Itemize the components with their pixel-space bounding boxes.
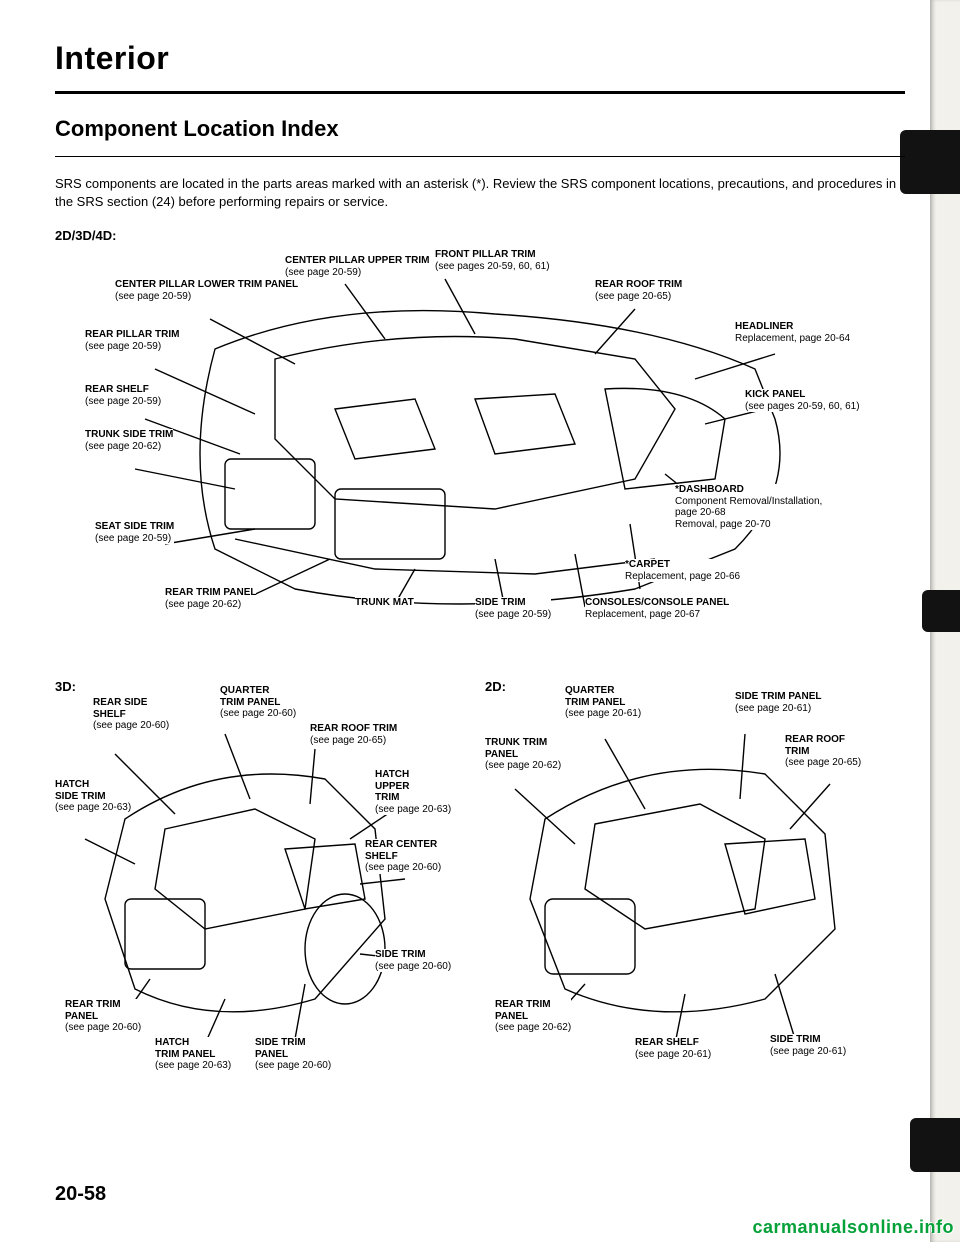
intro-text: SRS components are located in the parts …	[55, 175, 905, 210]
diagram-main: FRONT PILLAR TRIM(see pages 20-59, 60, 6…	[55, 249, 905, 649]
watermark: carmanualsonline.info	[752, 1217, 954, 1238]
label-carpet: *CARPETReplacement, page 20-66	[625, 559, 740, 582]
model-2d-label: 2D:	[485, 679, 506, 694]
models-main-label: 2D/3D/4D:	[55, 228, 905, 243]
label-3d-rear-center-shelf: REAR CENTER SHELF(see page 20-60)	[365, 839, 441, 874]
label-3d-hatch-side: HATCH SIDE TRIM(see page 20-63)	[55, 779, 131, 814]
label-3d-hatch-trim-panel: HATCH TRIM PANEL(see page 20-63)	[155, 1037, 231, 1072]
label-trunk-side: TRUNK SIDE TRIM(see page 20-62)	[85, 429, 173, 452]
model-3d-label: 3D:	[55, 679, 76, 694]
section-title: Component Location Index	[55, 116, 905, 142]
rule	[55, 91, 905, 94]
page-content: Interior Component Location Index SRS co…	[0, 0, 960, 1242]
label-rear-roof: REAR ROOF TRIM(see page 20-65)	[595, 279, 682, 302]
label-2d-rear-roof: REAR ROOF TRIM(see page 20-65)	[785, 734, 861, 769]
page-title: Interior	[55, 40, 905, 77]
label-seat-side: SEAT SIDE TRIM(see page 20-59)	[95, 521, 174, 544]
label-headliner: HEADLINERReplacement, page 20-64	[735, 321, 850, 344]
label-3d-side-trim: SIDE TRIM(see page 20-60)	[375, 949, 451, 972]
diagram-3d: 3D: REAR SIDE SHELF(see page 20-60) Q	[55, 679, 475, 1099]
label-3d-side-trim-panel: SIDE TRIM PANEL(see page 20-60)	[255, 1037, 331, 1072]
label-consoles: CONSOLES/CONSOLE PANELReplacement, page …	[585, 597, 729, 620]
rule	[55, 156, 905, 157]
label-trunk-mat: TRUNK MAT	[355, 597, 414, 609]
label-2d-side-trim-panel: SIDE TRIM PANEL(see page 20-61)	[735, 691, 821, 714]
label-3d-rear-trim-panel: REAR TRIM PANEL(see page 20-60)	[65, 999, 141, 1034]
label-3d-rear-roof: REAR ROOF TRIM(see page 20-65)	[310, 723, 397, 746]
label-2d-quarter: QUARTER TRIM PANEL(see page 20-61)	[565, 685, 641, 720]
label-3d-quarter: QUARTER TRIM PANEL(see page 20-60)	[220, 685, 296, 720]
label-rear-trim-panel: REAR TRIM PANEL(see page 20-62)	[165, 587, 256, 610]
label-3d-hatch-upper: HATCH UPPER TRIM(see page 20-63)	[375, 769, 451, 815]
label-center-upper: CENTER PILLAR UPPER TRIM(see page 20-59)	[285, 255, 429, 278]
label-rear-pillar: REAR PILLAR TRIM(see page 20-59)	[85, 329, 179, 352]
page-number: 20-58	[55, 1183, 106, 1206]
label-front-pillar: FRONT PILLAR TRIM(see pages 20-59, 60, 6…	[435, 249, 550, 272]
label-dashboard: *DASHBOARDComponent Removal/Installation…	[675, 484, 822, 530]
car-interior-illustration	[75, 259, 875, 639]
label-2d-rear-shelf: REAR SHELF(see page 20-61)	[635, 1037, 711, 1060]
label-3d-rear-side-shelf: REAR SIDE SHELF(see page 20-60)	[93, 697, 169, 732]
label-rear-shelf: REAR SHELF(see page 20-59)	[85, 384, 161, 407]
label-kick: KICK PANEL(see pages 20-59, 60, 61)	[745, 389, 860, 412]
label-side-trim: SIDE TRIM(see page 20-59)	[475, 597, 551, 620]
label-2d-rear-trim-panel: REAR TRIM PANEL(see page 20-62)	[495, 999, 571, 1034]
label-2d-side-trim: SIDE TRIM(see page 20-61)	[770, 1034, 846, 1057]
diagram-2d: 2D: QUARTER TRIM PANEL(see page 20-61) S…	[485, 679, 905, 1099]
label-center-lower: CENTER PILLAR LOWER TRIM PANEL(see page …	[115, 279, 298, 302]
label-2d-trunk-trim-panel: TRUNK TRIM PANEL(see page 20-62)	[485, 737, 561, 772]
